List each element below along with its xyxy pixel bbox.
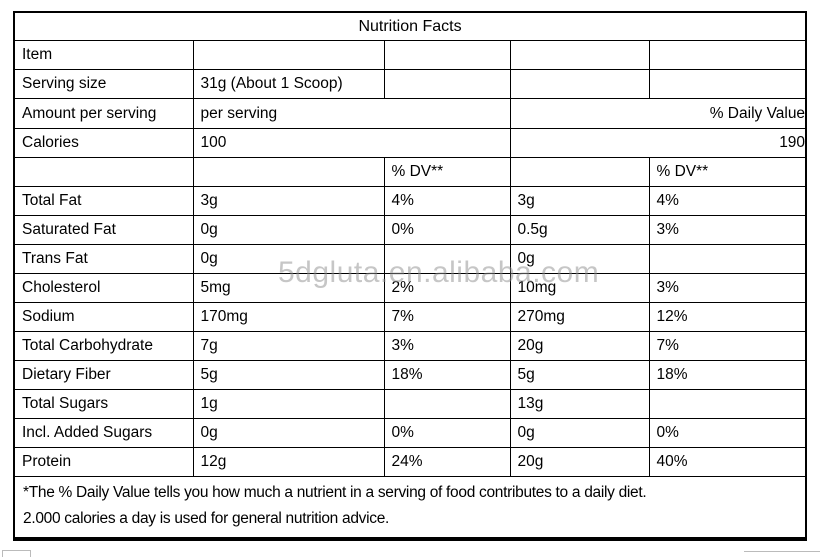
nutrient-amount-daily: 20g bbox=[509, 331, 650, 361]
calories-per-serving-value: 100 bbox=[192, 128, 511, 158]
item-row: Item bbox=[13, 40, 807, 70]
nutrient-row: Dietary Fiber 5g 18% 5g 18% bbox=[13, 360, 807, 390]
nutrient-amount-serving: 1g bbox=[192, 389, 385, 419]
amount-per-serving-label: Amount per serving bbox=[13, 98, 194, 129]
empty-cell bbox=[509, 40, 650, 70]
empty-cell bbox=[192, 40, 385, 70]
serving-size-row: Serving size 31g (About 1 Scoop) bbox=[13, 69, 807, 99]
nutrient-amount-daily: 20g bbox=[509, 447, 650, 477]
nutrient-dv-daily: 18% bbox=[648, 360, 807, 390]
nutrient-amount-daily: 0g bbox=[509, 244, 650, 274]
nutrient-amount-daily: 270mg bbox=[509, 302, 650, 332]
nutrient-row: Total Fat 3g 4% 3g 4% bbox=[13, 186, 807, 216]
amount-per-serving-row: Amount per serving per serving % Daily V… bbox=[13, 98, 807, 129]
nutrient-dv-daily: 7% bbox=[648, 331, 807, 361]
nutrient-amount-serving: 12g bbox=[192, 447, 385, 477]
empty-cell bbox=[648, 40, 807, 70]
nutrient-dv-serving: 24% bbox=[383, 447, 511, 477]
nutrient-dv-serving: 4% bbox=[383, 186, 511, 216]
nutrient-amount-daily: 10mg bbox=[509, 273, 650, 303]
nutrient-row: Sodium 170mg 7% 270mg 12% bbox=[13, 302, 807, 332]
serving-size-value: 31g (About 1 Scoop) bbox=[192, 69, 385, 99]
nutrient-dv-daily bbox=[648, 244, 807, 274]
nutrition-facts-table: Nutrition Facts Item Serving size 31g (A… bbox=[13, 11, 808, 541]
nutrient-name: Sodium bbox=[13, 302, 194, 332]
nutrient-amount-serving: 5mg bbox=[192, 273, 385, 303]
nutrient-row: Trans Fat 0g 0g bbox=[13, 244, 807, 274]
nutrient-dv-daily bbox=[648, 389, 807, 419]
nutrient-amount-daily: 3g bbox=[509, 186, 650, 216]
nutrient-name: Total Fat bbox=[13, 186, 194, 216]
empty-cell bbox=[648, 69, 807, 99]
daily-value-header: % Daily Value bbox=[509, 98, 807, 129]
calories-row: Calories 100 190 bbox=[13, 128, 807, 158]
partial-next-table-left bbox=[2, 550, 31, 557]
dv-header-row: % DV** % DV** bbox=[13, 157, 807, 187]
nutrient-amount-serving: 0g bbox=[192, 418, 385, 448]
nutrient-amount-daily: 13g bbox=[509, 389, 650, 419]
nutrient-row: Saturated Fat 0g 0% 0.5g 3% bbox=[13, 215, 807, 245]
nutrient-dv-serving: 0% bbox=[383, 418, 511, 448]
nutrient-amount-serving: 7g bbox=[192, 331, 385, 361]
empty-cell bbox=[192, 157, 385, 187]
nutrient-row: Total Sugars 1g 13g bbox=[13, 389, 807, 419]
empty-cell bbox=[383, 40, 511, 70]
dv-header-serving: % DV** bbox=[383, 157, 511, 187]
title-row: Nutrition Facts bbox=[13, 11, 807, 41]
nutrient-name: Incl. Added Sugars bbox=[13, 418, 194, 448]
empty-cell bbox=[509, 69, 650, 99]
footnote-line-1: *The % Daily Value tells you how much a … bbox=[23, 484, 647, 501]
nutrient-dv-daily: 3% bbox=[648, 273, 807, 303]
table-title: Nutrition Facts bbox=[13, 11, 807, 41]
serving-size-label: Serving size bbox=[13, 69, 194, 99]
nutrient-dv-serving: 2% bbox=[383, 273, 511, 303]
footnote-cell: *The % Daily Value tells you how much a … bbox=[13, 476, 807, 540]
nutrient-dv-daily: 3% bbox=[648, 215, 807, 245]
amount-per-serving-value: per serving bbox=[192, 98, 511, 129]
empty-cell bbox=[13, 157, 194, 187]
nutrient-row: Cholesterol 5mg 2% 10mg 3% bbox=[13, 273, 807, 303]
nutrient-row: Incl. Added Sugars 0g 0% 0g 0% bbox=[13, 418, 807, 448]
empty-cell bbox=[509, 157, 650, 187]
nutrient-dv-daily: 4% bbox=[648, 186, 807, 216]
nutrient-name: Total Sugars bbox=[13, 389, 194, 419]
nutrient-amount-serving: 0g bbox=[192, 244, 385, 274]
footnote-row: *The % Daily Value tells you how much a … bbox=[13, 476, 807, 540]
nutrient-dv-serving: 18% bbox=[383, 360, 511, 390]
nutrient-dv-serving: 7% bbox=[383, 302, 511, 332]
empty-cell bbox=[383, 69, 511, 99]
nutrient-name: Protein bbox=[13, 447, 194, 477]
calories-label: Calories bbox=[13, 128, 194, 158]
nutrient-dv-serving: 0% bbox=[383, 215, 511, 245]
nutrient-name: Cholesterol bbox=[13, 273, 194, 303]
nutrient-dv-serving bbox=[383, 244, 511, 274]
nutrient-amount-serving: 170mg bbox=[192, 302, 385, 332]
nutrient-dv-serving: 3% bbox=[383, 331, 511, 361]
nutrient-dv-daily: 0% bbox=[648, 418, 807, 448]
nutrient-dv-daily: 12% bbox=[648, 302, 807, 332]
nutrient-name: Saturated Fat bbox=[13, 215, 194, 245]
nutrient-name: Trans Fat bbox=[13, 244, 194, 274]
nutrient-name: Dietary Fiber bbox=[13, 360, 194, 390]
nutrient-amount-daily: 5g bbox=[509, 360, 650, 390]
calories-daily-value: 190 bbox=[509, 128, 807, 158]
nutrient-amount-serving: 5g bbox=[192, 360, 385, 390]
nutrient-amount-serving: 3g bbox=[192, 186, 385, 216]
nutrient-dv-daily: 40% bbox=[648, 447, 807, 477]
nutrient-amount-daily: 0g bbox=[509, 418, 650, 448]
partial-next-table-right bbox=[744, 551, 820, 557]
dv-header-daily: % DV** bbox=[648, 157, 807, 187]
nutrient-amount-daily: 0.5g bbox=[509, 215, 650, 245]
nutrient-dv-serving bbox=[383, 389, 511, 419]
footnote-line-2: 2.000 calories a day is used for general… bbox=[23, 510, 390, 527]
item-label: Item bbox=[13, 40, 194, 70]
nutrient-amount-serving: 0g bbox=[192, 215, 385, 245]
nutrient-row: Protein 12g 24% 20g 40% bbox=[13, 447, 807, 477]
nutrient-name: Total Carbohydrate bbox=[13, 331, 194, 361]
nutrient-row: Total Carbohydrate 7g 3% 20g 7% bbox=[13, 331, 807, 361]
